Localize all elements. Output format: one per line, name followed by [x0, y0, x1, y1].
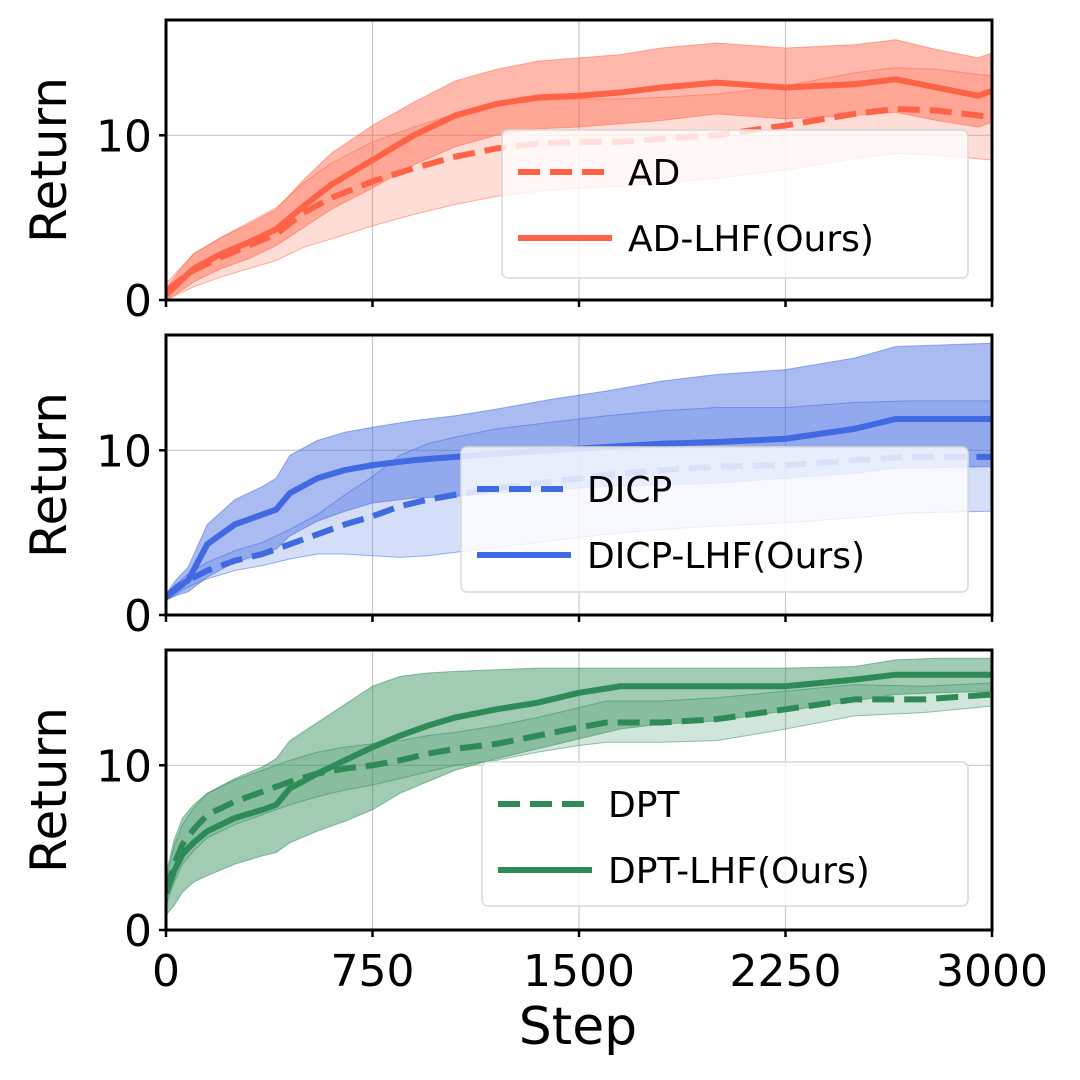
- y-tick-label: 0: [124, 591, 152, 642]
- y-tick-label: 10: [96, 741, 152, 792]
- x-axis-label: Step: [519, 997, 637, 1057]
- y-axis-label: Return: [20, 707, 78, 873]
- x-tick-label: 2250: [730, 946, 842, 997]
- legend: DICP DICP-LHF(Ours): [460, 446, 969, 593]
- legend-frame: [481, 761, 969, 907]
- legend-label: DICP: [587, 470, 672, 511]
- band-dpt: [166, 682, 992, 906]
- legend: DPT DPT-LHF(Ours): [481, 761, 969, 907]
- band-dpt-lhf-ours-: [166, 657, 992, 916]
- panel-data: [166, 657, 992, 916]
- legend-frame: [501, 129, 969, 279]
- y-tick-label: 0: [124, 276, 152, 327]
- panel-dicp: 0 10 Return DICP DICP-LHF(Ours): [20, 333, 994, 642]
- line-ad-lhf-ours-: [166, 76, 992, 298]
- legend: AD AD-LHF(Ours): [501, 129, 969, 279]
- x-tick-label: 3000: [936, 946, 1048, 997]
- line-dpt-lhf-ours-: [166, 671, 992, 895]
- panel-ad: 0 10 Return AD AD-LHF(Ours): [20, 18, 994, 327]
- y-axis-label: Return: [20, 77, 78, 243]
- legend-label: DPT: [608, 785, 680, 826]
- y-axis-label: Return: [20, 392, 78, 558]
- legend-label: AD-LHF(Ours): [628, 219, 874, 260]
- line-dpt: [166, 691, 992, 893]
- x-tick-label: 750: [331, 946, 415, 997]
- y-tick-label: 10: [96, 426, 152, 477]
- legend-label: DICP-LHF(Ours): [587, 536, 865, 577]
- y-tick-label: 0: [124, 906, 152, 957]
- legend-label: AD: [628, 153, 680, 194]
- band-ad-lhf-ours-: [166, 39, 992, 300]
- line-ad: [166, 105, 992, 295]
- legend-label: DPT-LHF(Ours): [608, 851, 870, 892]
- x-tick-label: 1500: [523, 946, 635, 997]
- line-dicp: [166, 453, 992, 600]
- legend-frame: [460, 446, 969, 593]
- x-tick-label: 0: [152, 946, 180, 997]
- panel-dpt: 0 10 Return DPT DPT-LHF(Ours): [20, 648, 994, 957]
- line-dicp-lhf-ours-: [166, 416, 992, 600]
- y-tick-label: 10: [96, 111, 152, 162]
